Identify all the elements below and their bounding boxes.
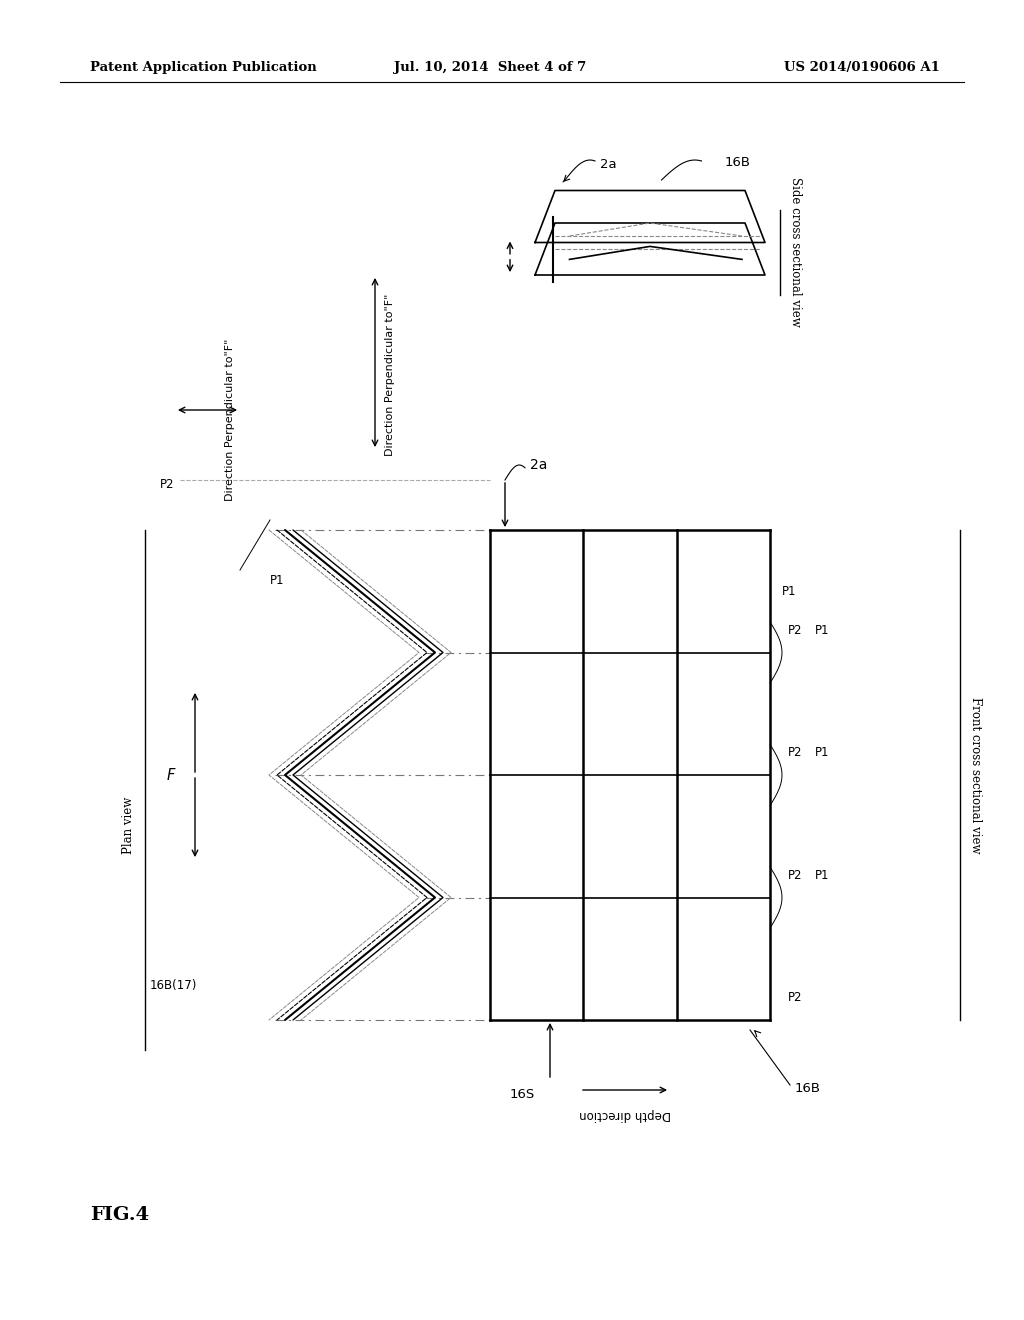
- Text: Patent Application Publication: Patent Application Publication: [90, 62, 316, 74]
- Text: 2a: 2a: [530, 458, 548, 473]
- Text: P2: P2: [788, 869, 803, 882]
- Polygon shape: [535, 190, 765, 243]
- Text: Side cross sectional view: Side cross sectional view: [788, 177, 802, 326]
- Text: Depth direction: Depth direction: [579, 1109, 671, 1122]
- Text: Jul. 10, 2014  Sheet 4 of 7: Jul. 10, 2014 Sheet 4 of 7: [394, 62, 586, 74]
- Text: P2: P2: [788, 991, 803, 1005]
- Text: US 2014/0190606 A1: US 2014/0190606 A1: [784, 62, 940, 74]
- Text: Direction Perpendicular to"F": Direction Perpendicular to"F": [225, 339, 234, 502]
- Text: 16B: 16B: [795, 1081, 821, 1094]
- Text: P2: P2: [160, 479, 174, 491]
- Text: Front cross sectional view: Front cross sectional view: [969, 697, 981, 853]
- Text: P1: P1: [815, 869, 829, 882]
- Text: P2: P2: [788, 746, 803, 759]
- Text: 16S: 16S: [510, 1089, 536, 1101]
- Text: 16B(17): 16B(17): [150, 978, 198, 991]
- Text: FIG.4: FIG.4: [90, 1206, 150, 1224]
- Text: P1: P1: [815, 746, 829, 759]
- Text: Direction Perpendicular to"F": Direction Perpendicular to"F": [385, 294, 395, 457]
- Text: P2: P2: [788, 624, 803, 638]
- Text: F: F: [167, 767, 175, 783]
- Text: 2a: 2a: [600, 158, 616, 172]
- Text: P1: P1: [815, 624, 829, 638]
- Text: P1: P1: [782, 585, 797, 598]
- Text: Plan view: Plan view: [122, 796, 134, 854]
- Polygon shape: [535, 223, 765, 275]
- Text: P1: P1: [270, 573, 285, 586]
- Text: 16B: 16B: [725, 156, 751, 169]
